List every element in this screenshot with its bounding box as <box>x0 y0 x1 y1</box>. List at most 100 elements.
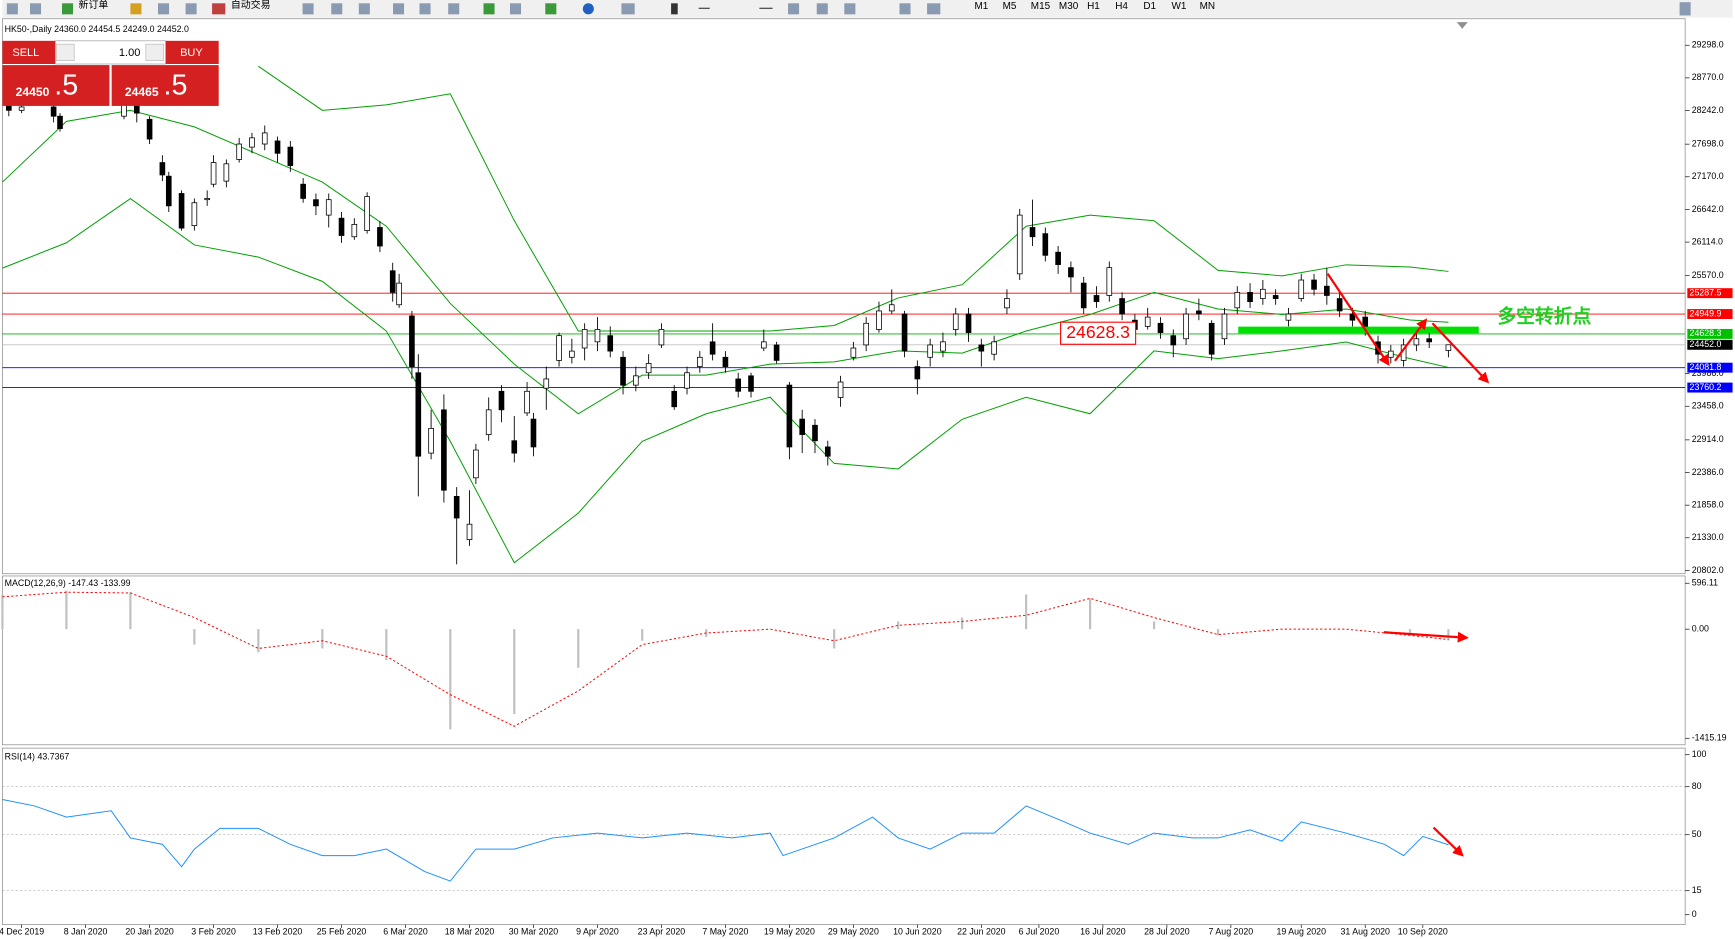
candle-body <box>466 523 473 541</box>
candle-body <box>837 381 844 398</box>
candle-body <box>524 390 530 414</box>
toolbar-icons <box>6 2 1691 16</box>
candle-body <box>607 335 614 352</box>
candle-body <box>786 384 793 448</box>
candle-body <box>159 162 166 176</box>
candle-body <box>325 199 332 216</box>
timeframe-button[interactable]: W1 <box>1171 1 1186 12</box>
toolbar-button[interactable]: 新订单 <box>79 0 109 11</box>
icon[interactable] <box>62 3 74 15</box>
ask-price[interactable]: 24465 <box>125 85 159 99</box>
candle-body <box>165 175 172 207</box>
candle-body <box>351 224 358 238</box>
icon[interactable] <box>927 3 941 15</box>
candle-body <box>799 418 806 435</box>
icon[interactable] <box>158 3 170 15</box>
icon[interactable] <box>621 3 635 15</box>
timeframe-button[interactable]: MN <box>1200 1 1215 12</box>
timeframe-button[interactable]: M1 <box>975 1 989 12</box>
candle-body <box>338 217 345 236</box>
icon[interactable] <box>671 3 678 15</box>
arrow <box>1432 826 1464 857</box>
bid-button[interactable] <box>2 65 110 106</box>
x-tick-label: 19 May 2020 <box>764 927 815 937</box>
shift-marker <box>1456 22 1468 29</box>
x-tick-label: 31 Aug 2020 <box>1340 927 1390 937</box>
arrow <box>1431 322 1490 384</box>
icon[interactable] <box>185 3 197 15</box>
icon[interactable] <box>358 3 370 15</box>
timeframe-button[interactable]: M30 <box>1059 1 1079 12</box>
candle-body <box>1208 322 1215 355</box>
x-tick-label: 22 Jun 2020 <box>957 927 1006 937</box>
candle-body <box>1311 279 1317 290</box>
x-tick-label: 3 Feb 2020 <box>191 927 236 937</box>
timeframe-button[interactable]: M15 <box>1031 1 1051 12</box>
buy-label[interactable]: BUY <box>180 47 203 59</box>
y-tick-label: 50 <box>1692 829 1702 839</box>
y-tick-label: 27170.0 <box>1692 171 1724 181</box>
icon[interactable] <box>698 7 710 9</box>
x-tick-label: 4 Dec 2019 <box>0 927 44 937</box>
lot-value[interactable]: 1.00 <box>119 47 140 59</box>
icon[interactable] <box>212 3 226 15</box>
icon[interactable] <box>788 3 800 15</box>
candle-body <box>1445 344 1452 351</box>
timeframe-button[interactable]: H1 <box>1087 1 1100 12</box>
icon[interactable] <box>1679 2 1691 16</box>
annotation: 多空转折点 <box>1498 305 1592 327</box>
timeframe-button[interactable]: M5 <box>1003 1 1017 12</box>
sell-label[interactable]: SELL <box>12 47 39 59</box>
icon[interactable] <box>30 3 42 15</box>
ask-pip[interactable]: .5 <box>164 70 188 102</box>
icon[interactable] <box>130 3 142 15</box>
icon[interactable] <box>448 3 460 15</box>
y-tick-label: 28770.0 <box>1692 72 1724 82</box>
lot-down[interactable] <box>56 43 75 61</box>
candle-body <box>1298 279 1305 299</box>
icon[interactable] <box>393 3 405 15</box>
icon[interactable] <box>759 7 773 9</box>
candle-body <box>453 495 460 519</box>
buy-button[interactable] <box>165 40 219 64</box>
candle-body <box>684 372 690 389</box>
candle-body <box>249 137 255 148</box>
lot-up[interactable] <box>145 43 164 61</box>
icon[interactable] <box>844 3 856 15</box>
candle-body <box>824 446 831 457</box>
bid-price[interactable]: 24450 <box>16 85 50 99</box>
icon[interactable] <box>302 3 314 15</box>
icon[interactable] <box>331 3 343 15</box>
icon[interactable] <box>816 3 828 15</box>
icon[interactable] <box>545 3 557 15</box>
candle-body <box>888 304 895 312</box>
icon[interactable] <box>6 3 18 15</box>
icon[interactable] <box>419 3 431 15</box>
candle-body <box>1260 288 1266 299</box>
icon[interactable] <box>899 3 911 15</box>
candle-body <box>178 193 185 229</box>
timeframe-button[interactable]: H4 <box>1115 1 1128 12</box>
ask-button[interactable] <box>111 65 219 106</box>
icon[interactable] <box>483 3 495 15</box>
x-tick-label: 29 May 2020 <box>828 927 879 937</box>
x-tick-label: 6 Jul 2020 <box>1019 927 1060 937</box>
toolbar-button[interactable]: 自动交易 <box>231 0 271 11</box>
candle-body <box>748 375 754 392</box>
icon[interactable] <box>509 3 522 15</box>
icon[interactable] <box>582 3 594 15</box>
candle-body <box>620 356 626 386</box>
candle-body <box>1080 282 1087 309</box>
candle-body <box>1349 313 1356 321</box>
timeframe-button[interactable]: D1 <box>1143 1 1156 12</box>
candle-body <box>204 198 210 201</box>
bid-pip[interactable]: .5 <box>54 70 78 102</box>
y-tick-label: 0.00 <box>1692 623 1709 633</box>
sell-button[interactable] <box>2 40 56 64</box>
macd-panel <box>2 575 1686 746</box>
candle-body <box>409 315 415 367</box>
arrow <box>1394 318 1428 362</box>
candle-body <box>543 378 550 389</box>
candle-body <box>191 202 198 227</box>
